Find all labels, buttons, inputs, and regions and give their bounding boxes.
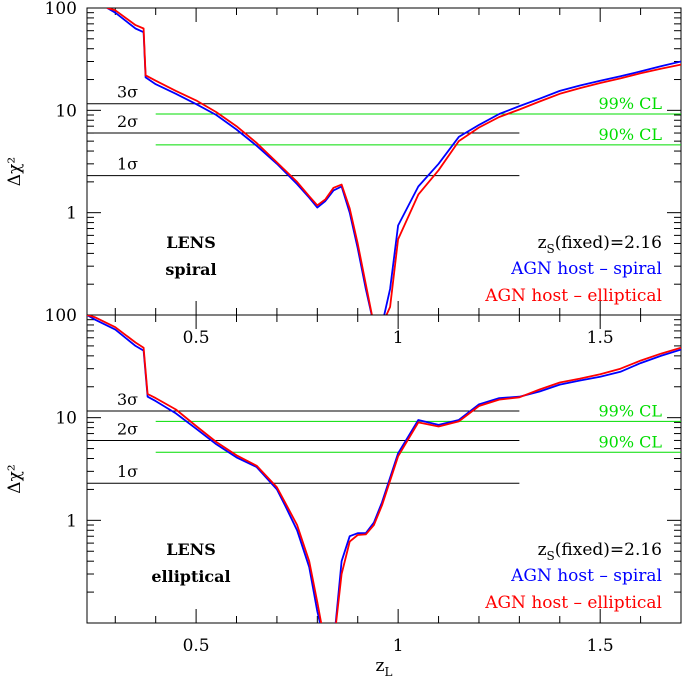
legend-spiral: AGN host – spiral (510, 566, 662, 586)
plot-frame (86, 314, 682, 624)
x-tick-label: 1 (393, 328, 404, 348)
legend-elliptical: AGN host – elliptical (484, 286, 662, 306)
y-axis-title: Δχ² (5, 464, 25, 493)
series-line-spiral (87, 315, 681, 623)
plot-area (87, 315, 681, 623)
y-tick-label: 10 (55, 409, 77, 429)
legend-zs: zS(fixed)=2.16 (538, 540, 662, 563)
cl-label: 99% CL (598, 401, 662, 420)
legend-zs: zS(fixed)=2.16 (538, 233, 662, 256)
y-tick-label: 100 (45, 306, 77, 326)
series-line-elliptical (106, 8, 681, 315)
series-line-spiral (106, 8, 681, 315)
panel-spiral: 0.5 1 1.5 1 10 100 Δχ² 3σ 2σ 1σ 99% CL 90% CL LENS sp… (5, 0, 682, 348)
sigma-label: 2σ (117, 112, 138, 131)
panel-label-line1: LENS (166, 540, 216, 559)
y-tick-label: 10 (55, 101, 77, 121)
y-tick-label: 100 (45, 0, 77, 19)
cl-label: 90% CL (598, 432, 662, 451)
x-axis-title: zL (376, 656, 393, 679)
plot-area (87, 8, 681, 315)
x-tick-label: 1.5 (587, 636, 614, 656)
cl-label: 90% CL (598, 125, 662, 144)
legend-elliptical: AGN host – elliptical (484, 593, 662, 613)
sigma-label: 1σ (117, 155, 138, 174)
y-axis-title: Δχ² (5, 157, 25, 186)
series-line-elliptical (87, 315, 681, 623)
sigma-label: 1σ (117, 462, 138, 481)
legend-spiral: AGN host – spiral (510, 259, 662, 279)
x-tick-label: 1 (393, 636, 404, 656)
sigma-label: 3σ (117, 390, 138, 409)
sigma-label: 2σ (117, 419, 138, 438)
y-tick-label: 1 (66, 204, 77, 224)
x-tick-label: 0.5 (183, 328, 210, 348)
y-tick-label: 1 (66, 511, 77, 531)
panel-elliptical: 0.5 1 1.5 1 10 100 Δχ² zL 3σ 2σ 1σ 99% CL 90% CL LENS… (5, 306, 682, 679)
panel-label-line1: LENS (166, 233, 216, 252)
sigma-label: 3σ (117, 83, 138, 102)
panel-label-line2: spiral (165, 260, 216, 279)
x-tick-label: 1.5 (587, 328, 614, 348)
panel-label-line2: elliptical (151, 567, 230, 586)
cl-label: 99% CL (598, 94, 662, 113)
x-tick-label: 0.5 (183, 636, 210, 656)
